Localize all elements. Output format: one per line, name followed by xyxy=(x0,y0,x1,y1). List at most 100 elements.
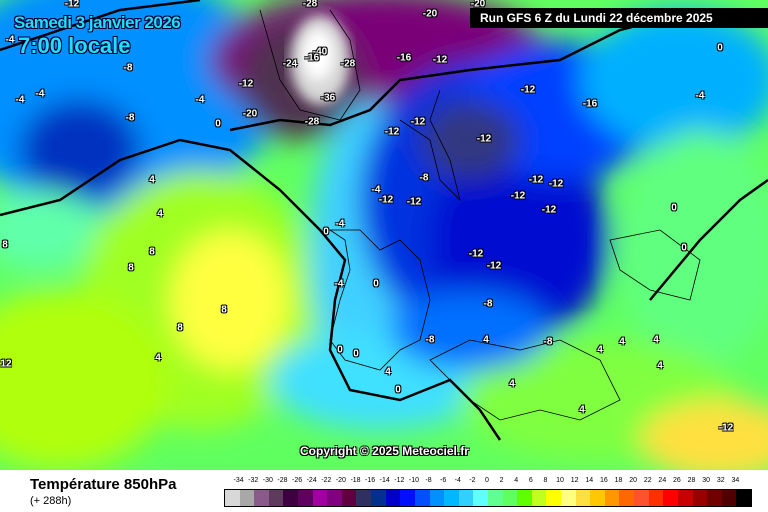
color-swatch xyxy=(268,490,284,506)
color-swatch xyxy=(254,490,269,506)
isotherm-value: -20 xyxy=(242,108,258,120)
scale-label: 2 xyxy=(499,477,504,484)
color-swatch xyxy=(298,490,313,506)
scale-label: -32 xyxy=(248,477,259,484)
color-swatch xyxy=(356,490,372,506)
scale-label: 34 xyxy=(731,477,740,484)
scale-label: 26 xyxy=(673,477,681,484)
color-swatch xyxy=(575,490,591,506)
color-swatch xyxy=(590,490,605,506)
scale-label: 4 xyxy=(514,477,519,484)
isotherm-value: 4 xyxy=(385,366,391,378)
forecast-lead: (+ 288h) xyxy=(30,495,72,507)
isotherm-value: 8 xyxy=(221,304,227,316)
color-scale xyxy=(224,489,752,507)
legend-footer: Température 850hPa (+ 288h) -34 -32 -30 -28… xyxy=(0,470,768,512)
scale-label: 12 xyxy=(570,477,579,484)
isotherm-value: -4 xyxy=(5,34,15,46)
scale-label: -26 xyxy=(291,477,303,484)
color-swatch xyxy=(502,490,518,506)
color-swatch xyxy=(707,490,722,506)
isotherm-value: 4 xyxy=(149,174,155,186)
scale-label: -4 xyxy=(454,477,461,484)
isotherm-value: -12 xyxy=(528,174,544,186)
color-swatch xyxy=(648,490,664,506)
isotherm-value: 8 xyxy=(177,322,183,334)
isotherm-value: 4 xyxy=(619,336,625,348)
color-swatch xyxy=(385,490,401,506)
temperature-field xyxy=(0,0,768,470)
scale-label: 18 xyxy=(614,477,623,484)
isotherm-value: -8 xyxy=(425,334,435,346)
isotherm-value: -12 xyxy=(510,190,526,202)
isotherm-value: 0 xyxy=(671,202,677,214)
color-swatch xyxy=(341,490,357,506)
isotherm-value: -28 xyxy=(302,0,318,10)
isotherm-value: 0 xyxy=(373,278,379,290)
isotherm-contour xyxy=(0,0,768,441)
isotherm-value: 4 xyxy=(597,344,603,356)
isotherm-value: 0 xyxy=(323,226,329,238)
scale-label: 6 xyxy=(528,477,533,484)
isotherm-value: 12 xyxy=(0,358,12,370)
color-swatch xyxy=(677,490,693,506)
isotherm-value: -8 xyxy=(123,62,133,74)
isotherm-value: -4 xyxy=(35,88,45,100)
color-swatch xyxy=(634,490,649,506)
isotherm-value: -40 xyxy=(312,46,328,58)
isotherm-value: 0 xyxy=(717,42,723,54)
legend-title: Température 850hPa xyxy=(30,476,177,493)
run-banner: Run GFS 6 Z du Lundi 22 décembre 2025 xyxy=(470,8,768,28)
isotherm-value: 0 xyxy=(337,344,343,356)
isotherm-value: -12 xyxy=(238,78,254,90)
isotherm-value: 4 xyxy=(157,208,163,220)
isotherm-value: 0 xyxy=(353,348,359,360)
isotherm-value: 4 xyxy=(653,334,659,346)
isotherm-value: -24 xyxy=(282,58,298,70)
isotherm-value: 0 xyxy=(681,242,687,254)
scale-label: 16 xyxy=(599,477,608,484)
isotherm-value: -12 xyxy=(476,133,492,145)
coastlines xyxy=(259,9,701,421)
scale-label: 32 xyxy=(716,477,725,484)
isotherm-value: 4 xyxy=(155,352,161,364)
scale-label: -6 xyxy=(440,477,447,484)
scale-label: -30 xyxy=(262,477,273,484)
isotherm-value: -8 xyxy=(419,172,429,184)
isotherm-value: -12 xyxy=(410,116,426,128)
isotherm-value: 4 xyxy=(579,404,585,416)
isotherm-value: -4 xyxy=(695,90,705,102)
scale-label: -28 xyxy=(277,477,288,484)
scale-label: -34 xyxy=(233,477,244,484)
isotherm-value: -16 xyxy=(582,98,598,110)
color-swatch xyxy=(721,490,737,506)
forecast-date: Samedi 3 janvier 2026 xyxy=(14,13,181,32)
scale-label: -12 xyxy=(394,477,405,484)
scale-label: 10 xyxy=(556,477,564,484)
isotherm-value: -4 xyxy=(334,278,344,290)
color-swatch xyxy=(546,490,562,506)
isotherm-value: -8 xyxy=(483,298,493,310)
isotherm-value: 8 xyxy=(2,239,8,251)
isotherm-value: -20 xyxy=(470,0,486,10)
color-swatch xyxy=(561,490,576,506)
scale-label: 14 xyxy=(585,477,594,484)
scale-label: 30 xyxy=(702,477,711,484)
color-swatch xyxy=(444,490,459,506)
isotherm-value: 0 xyxy=(395,384,401,396)
copyright: Copyright © 2025 Meteociel.fr xyxy=(300,444,469,458)
isotherm-value: -16 xyxy=(396,52,412,64)
scale-label: -16 xyxy=(365,477,376,484)
color-swatch xyxy=(487,490,503,506)
isotherm-value: -12 xyxy=(406,196,422,208)
isotherm-value: -4 xyxy=(15,94,25,106)
isotherm-value: -12 xyxy=(384,126,400,138)
temperature-map: -12 -28 -20 -20 -4 -4 -8 -8 -4 -4 -12 0 -20 -40 -24 -16… xyxy=(0,0,768,470)
scale-label: -22 xyxy=(321,477,332,484)
color-swatch xyxy=(531,490,547,506)
isotherm-value: -12 xyxy=(486,260,502,272)
color-swatch xyxy=(692,490,708,506)
scale-label: 28 xyxy=(687,477,696,484)
isotherm-value: -12 xyxy=(468,248,484,260)
color-swatch xyxy=(604,490,620,506)
